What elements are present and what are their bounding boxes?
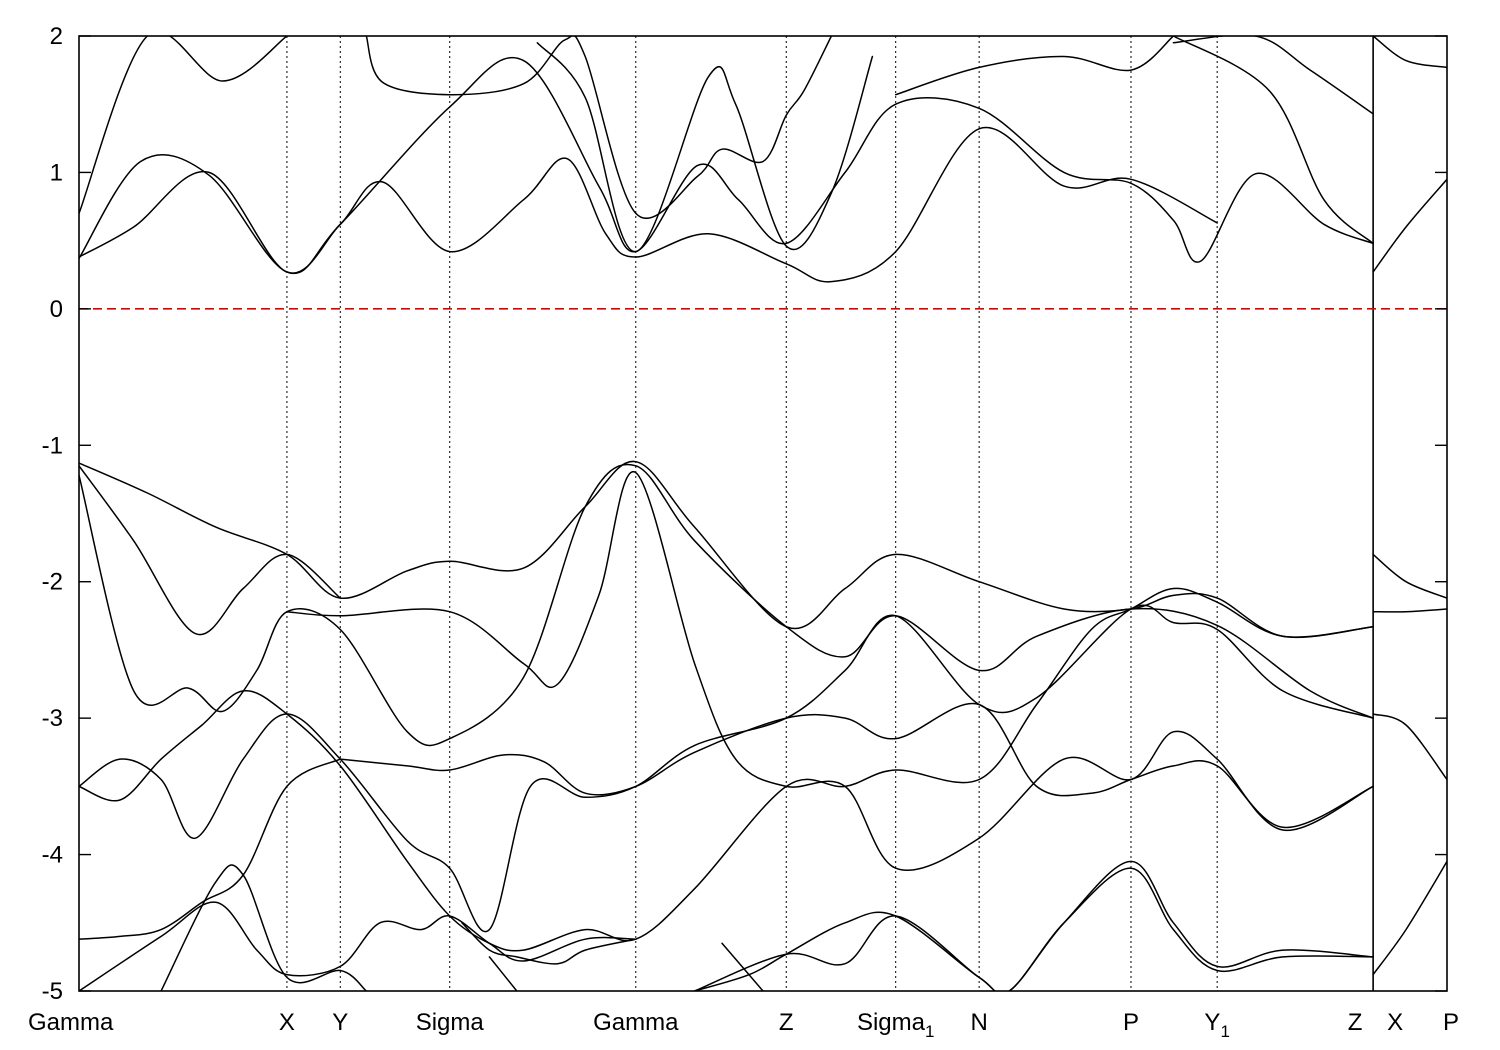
y-tick-label: 0 bbox=[50, 296, 63, 323]
x-tick-label: Sigma1 bbox=[857, 1009, 935, 1041]
y-tick-label: -5 bbox=[42, 978, 63, 1005]
x-tick-label: Y1 bbox=[1204, 1009, 1229, 1041]
band-line-27 bbox=[1372, 608, 1447, 613]
band-line-23 bbox=[721, 942, 764, 991]
y-tick-label: -1 bbox=[42, 432, 63, 459]
band-line-28 bbox=[1372, 713, 1447, 781]
band-line-3 bbox=[79, 36, 288, 215]
band-line-22 bbox=[488, 956, 518, 991]
x-tick-label: Sigma bbox=[416, 1009, 485, 1036]
band-line-26 bbox=[1372, 553, 1447, 599]
x-tick-label: P bbox=[1123, 1009, 1139, 1036]
bands bbox=[79, 36, 1447, 991]
band-line-10 bbox=[1372, 36, 1447, 69]
band-line-4 bbox=[365, 36, 833, 220]
y-axis: -5 -4 -3 -2 -1 0 1 2 bbox=[42, 23, 1447, 1005]
band-line-21 bbox=[461, 922, 637, 965]
band-line-8 bbox=[1172, 36, 1374, 245]
plot-frame bbox=[78, 35, 1448, 992]
x-tick-label: X bbox=[1387, 1009, 1403, 1036]
x-tick-label: Z bbox=[779, 1009, 794, 1036]
band-line-12 bbox=[79, 465, 342, 636]
x-tick-label: Y bbox=[332, 1009, 348, 1036]
band-line-15 bbox=[79, 587, 1374, 952]
x-axis: Gamma X Y Sigma Gamma Z Sigma1 N P Y1 Z X P bbox=[28, 1009, 1459, 1041]
x-tick-label: Gamma bbox=[28, 1009, 114, 1036]
y-tick-label: 2 bbox=[50, 23, 63, 50]
band-line-20 bbox=[160, 864, 368, 991]
band-line-2 bbox=[79, 56, 1374, 275]
band-line-17 bbox=[339, 702, 1374, 829]
band-line-24 bbox=[693, 860, 1374, 991]
band-line-1 bbox=[79, 126, 1218, 283]
y-tick-label: -4 bbox=[42, 842, 63, 869]
x-tick-label: X bbox=[279, 1009, 295, 1036]
y-tick-label: -2 bbox=[42, 569, 63, 596]
band-line-6 bbox=[894, 36, 1175, 96]
x-tick-label: P bbox=[1443, 1009, 1459, 1036]
band-line-29 bbox=[1372, 860, 1447, 976]
band-line-13 bbox=[79, 463, 1374, 747]
x-tick-label: Z bbox=[1348, 1009, 1363, 1036]
x-tick-label: Gamma bbox=[593, 1009, 679, 1036]
band-line-11 bbox=[79, 460, 1374, 639]
x-tick-label: N bbox=[970, 1009, 987, 1036]
band-line-9 bbox=[1372, 178, 1447, 273]
band-line-14 bbox=[286, 471, 1374, 871]
band-line-5 bbox=[536, 42, 874, 253]
band-line-16 bbox=[79, 604, 1374, 933]
y-tick-label: -3 bbox=[42, 705, 63, 732]
band-line-7 bbox=[1172, 36, 1374, 115]
kpoint-lines bbox=[286, 36, 1374, 991]
band-line-25 bbox=[693, 867, 1374, 991]
y-tick-label: 1 bbox=[50, 159, 63, 186]
band-line-19 bbox=[79, 901, 637, 991]
band-line-18 bbox=[79, 758, 342, 940]
